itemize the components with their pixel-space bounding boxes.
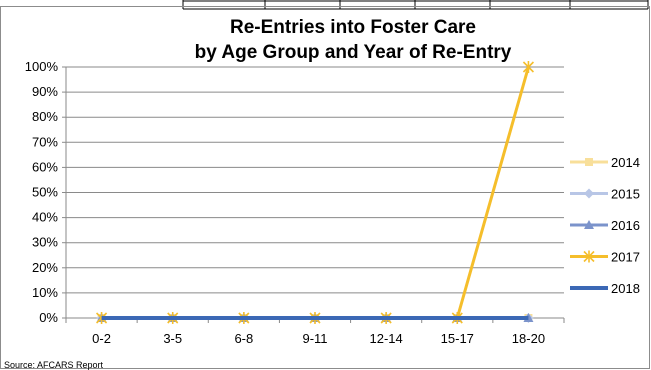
x-tick-labels: 0-2 3-5 6-8 9-11 12-14 15-17 18-20: [92, 331, 545, 346]
legend-marker: [585, 158, 593, 166]
legend-marker: [583, 250, 595, 263]
gridlines: [66, 66, 564, 294]
legend-marker: [584, 220, 594, 229]
x-tick-label: 6-8: [234, 331, 253, 346]
chart-title-line-1: Re-Entries into Foster Care: [230, 17, 476, 38]
x-tick-label: 3-5: [163, 331, 182, 346]
legend-item: 2016: [570, 218, 640, 233]
y-tick-label: 40%: [32, 210, 58, 225]
x-tick-label: 15-17: [441, 331, 474, 346]
legend-label: 2016: [611, 218, 640, 233]
y-tick-label: 100%: [25, 59, 59, 74]
y-tick-label: 50%: [32, 185, 58, 200]
source-note: Source: AFCARS Report: [4, 360, 104, 370]
legend: 2014 2015 2016 2017 2018: [570, 155, 640, 296]
legend-item: 2015: [570, 187, 640, 202]
y-tick-label: 0%: [39, 310, 58, 325]
x-tick-label: 18-20: [512, 331, 545, 346]
data-point: [522, 61, 534, 73]
legend-item: 2018: [570, 281, 640, 296]
x-tick-label: 12-14: [370, 331, 403, 346]
series-lines: [96, 61, 534, 324]
legend-label: 2017: [611, 250, 640, 265]
y-tick-label: 90%: [32, 84, 58, 99]
chart-border: [0, 6, 650, 369]
y-tick-label: 10%: [32, 285, 58, 300]
y-tick-label: 80%: [32, 109, 58, 124]
y-tick-labels: 0% 10% 20% 30% 40% 50% 60% 70% 80% 90% 100%: [25, 59, 59, 325]
x-tick-label: 9-11: [302, 331, 327, 346]
legend-label: 2014: [611, 155, 640, 170]
legend-item: 2014: [570, 155, 640, 170]
legend-label: 2015: [611, 187, 640, 202]
legend-item: 2017: [570, 250, 640, 265]
axes: [62, 66, 565, 323]
y-tick-label: 60%: [32, 159, 58, 174]
legend-label: 2018: [611, 281, 640, 296]
top-table-remnant: [182, 0, 649, 10]
legend-marker: [584, 188, 594, 199]
y-tick-label: 70%: [32, 134, 58, 149]
y-tick-label: 20%: [32, 260, 58, 275]
chart-title-line-2: by Age Group and Year of Re-Entry: [195, 42, 512, 63]
x-tick-label: 0-2: [92, 331, 111, 346]
y-tick-label: 30%: [32, 235, 58, 250]
